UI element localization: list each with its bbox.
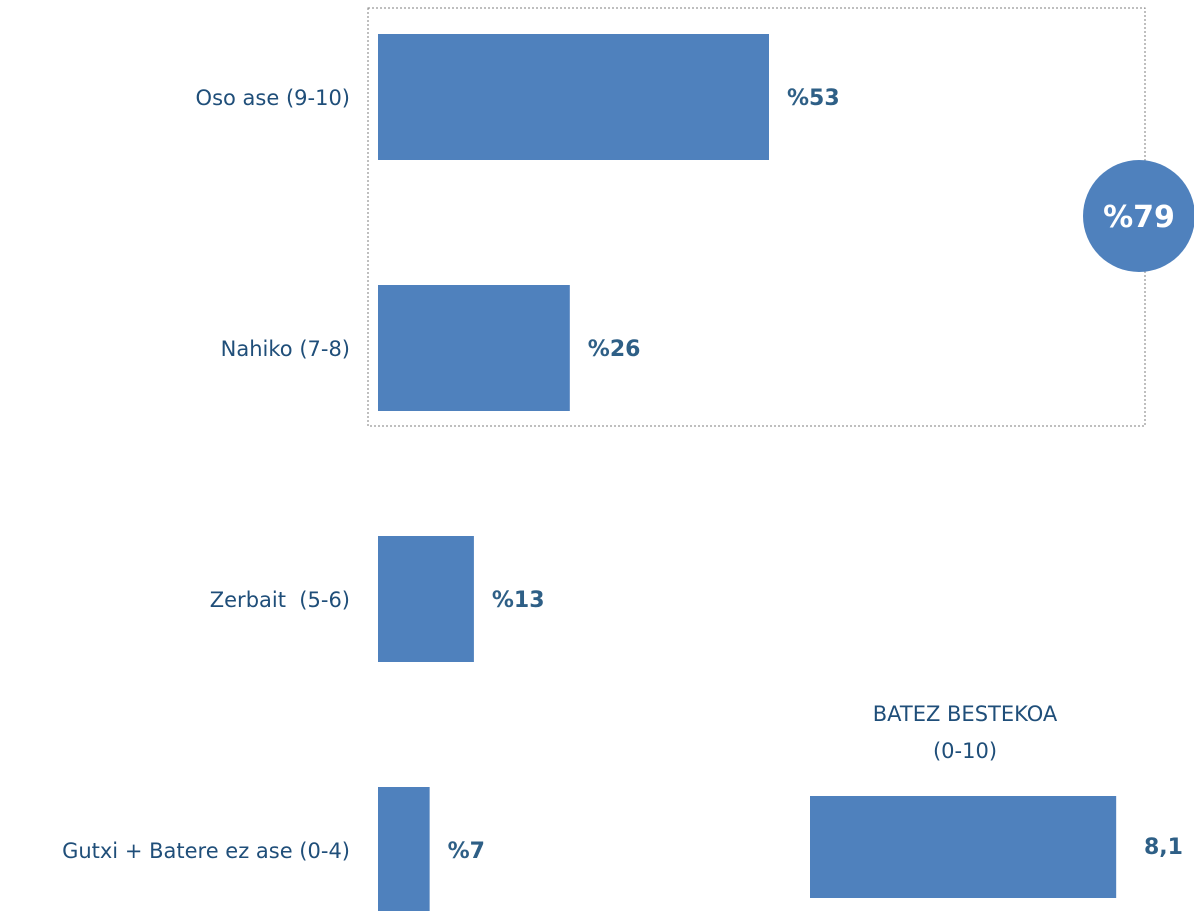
category-label-zerbait-5-6: Zerbait (5-6) <box>210 588 350 612</box>
bars-layer: Oso ase (9-10) %53 Nahiko (7-8) %26 Zerbait … <box>62 34 840 911</box>
average-value-label: 8,1 <box>1144 835 1183 860</box>
total-badge-circle <box>1083 160 1194 272</box>
bar-nahiko-7-8 <box>378 285 570 411</box>
average-title-line1: BATEZ BESTEKOA <box>873 702 1058 726</box>
category-label-oso-ase-9-10: Oso ase (9-10) <box>196 86 350 110</box>
value-label-oso-ase-9-10: %53 <box>787 86 840 111</box>
category-label-nahiko-7-8: Nahiko (7-8) <box>221 337 350 361</box>
value-label-gutxi-batere-ez-ase-0-4: %7 <box>448 839 485 864</box>
value-label-zerbait-5-6: %13 <box>492 588 545 613</box>
value-label-nahiko-7-8: %26 <box>588 337 641 362</box>
bar-oso-ase-9-10 <box>378 34 769 160</box>
bar-zerbait-5-6 <box>378 536 474 662</box>
bar-gutxi-batere-ez-ase-0-4 <box>378 787 430 911</box>
total-badge-label: %79 <box>1103 200 1175 235</box>
category-label-gutxi-batere-ez-ase-0-4: Gutxi + Batere ez ase (0-4) <box>62 839 350 863</box>
average-bar <box>810 796 1117 898</box>
average-title-line2: (0-10) <box>933 739 997 763</box>
